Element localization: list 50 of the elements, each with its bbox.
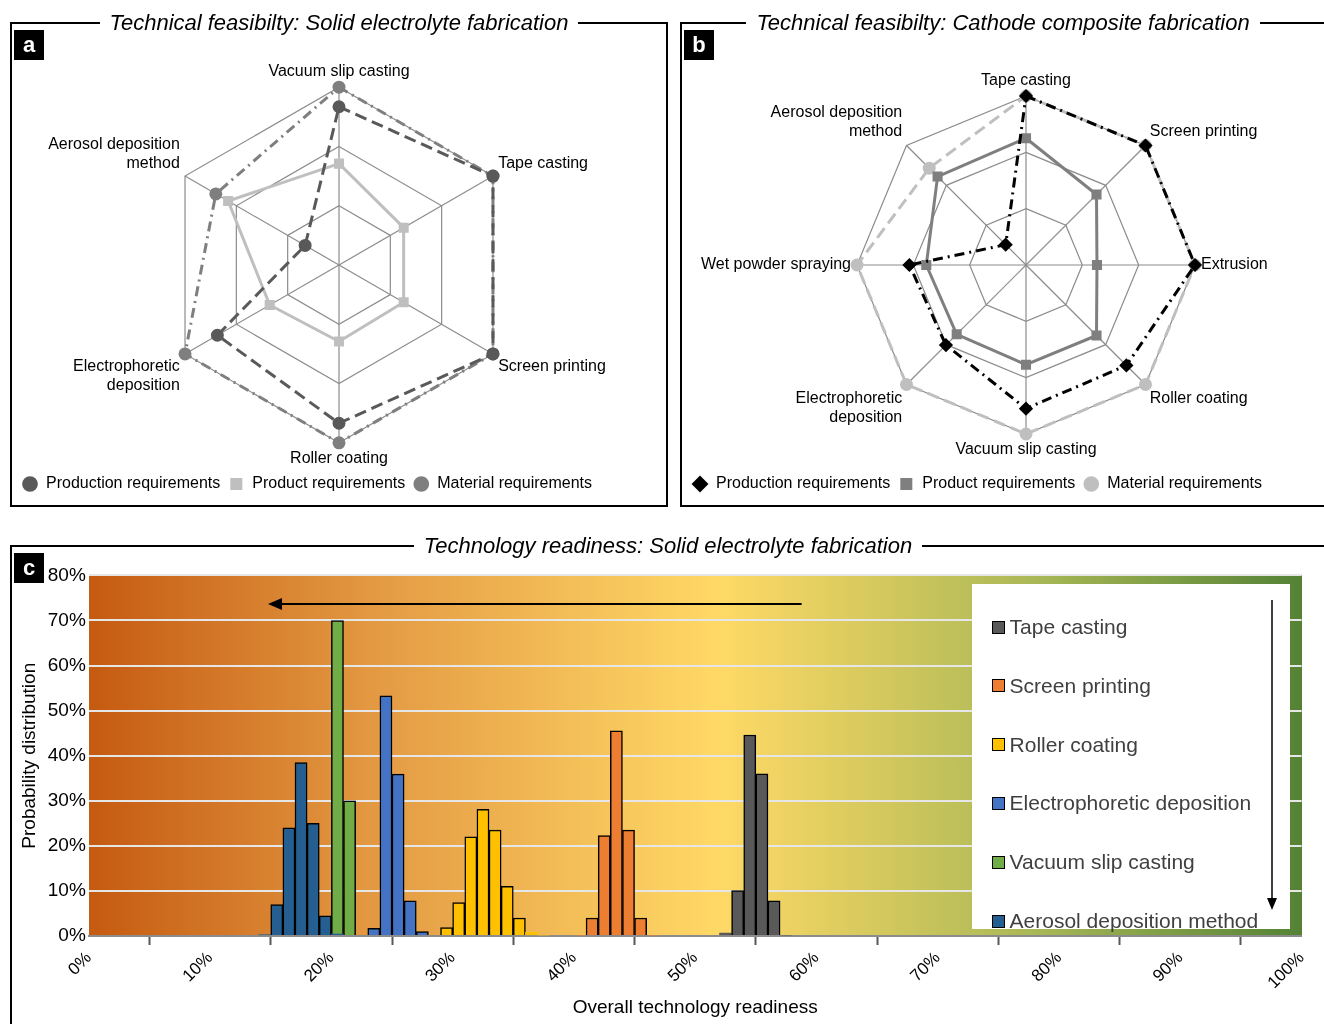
x-tick-label: 80% xyxy=(1027,947,1066,986)
y-tick-label: 80% xyxy=(47,563,86,585)
y-tick-label: 30% xyxy=(47,789,86,811)
y-tick-label: 40% xyxy=(47,743,86,765)
spoke-label: Roller coating xyxy=(290,448,388,466)
spoke-label: Aerosol deposition method xyxy=(48,134,180,171)
y-tick-label: 0% xyxy=(58,924,86,946)
y-axis-title: Probability distribution xyxy=(17,662,39,849)
legend-label: Vacuum slip casting xyxy=(1009,850,1195,875)
legend-label: Aerosol deposition method xyxy=(1009,909,1259,934)
legend-label: Material requirements xyxy=(1107,474,1263,492)
x-tick-label: 40% xyxy=(542,947,581,986)
legend-label: Material requirements xyxy=(437,474,593,492)
spoke-label: Screen printing xyxy=(1149,122,1258,140)
spoke-label: Tape casting xyxy=(981,70,1071,88)
legend-label: Production requirements xyxy=(46,474,221,492)
y-tick-label: 20% xyxy=(47,834,86,856)
x-axis-title: Overall technology readiness xyxy=(572,995,818,1017)
legend-label: Product requirements xyxy=(252,474,406,492)
legend-label: Production requirements xyxy=(716,474,891,492)
spoke-label: Vacuum slip casting xyxy=(955,440,1097,458)
legend-label: Roller coating xyxy=(1009,732,1138,757)
y-tick-label: 60% xyxy=(47,653,86,675)
text: b xyxy=(684,30,714,60)
text: c xyxy=(14,553,44,583)
x-tick-label: 70% xyxy=(906,947,944,986)
legend-label: Tape casting xyxy=(1009,615,1128,640)
spoke-label: Electrophoretic deposition xyxy=(795,388,903,425)
legend-label: Screen printing xyxy=(1009,673,1151,698)
y-tick-label: 10% xyxy=(47,879,86,901)
chart-title: Technical feasibilty: Cathode composite fabrication xyxy=(746,10,1260,35)
y-tick-label: 70% xyxy=(47,608,86,630)
spoke-label: Tape casting xyxy=(498,153,589,171)
spoke-label: Screen printing xyxy=(498,356,606,374)
x-tick-label: 90% xyxy=(1148,947,1187,986)
spoke-label: Vacuum slip casting xyxy=(268,62,410,80)
chart-title: Technical feasibilty: Solid electrolyte fabrication xyxy=(99,10,579,35)
chart-title: Technology readiness: Solid electrolyte fabrication xyxy=(413,533,923,558)
x-tick-label: 30% xyxy=(421,947,459,986)
spoke-label: Extrusion xyxy=(1201,255,1268,273)
spoke-label: Wet powder spraying xyxy=(701,255,851,273)
text: a xyxy=(14,30,44,60)
x-tick-label: 50% xyxy=(663,947,702,986)
spoke-label: Electrophoretic deposition xyxy=(73,356,180,394)
y-tick-label: 50% xyxy=(47,698,86,720)
spoke-label: Roller coating xyxy=(1149,388,1248,406)
legend-label: Product requirements xyxy=(922,474,1076,492)
spoke-label: Aerosol deposition method xyxy=(770,102,903,140)
x-tick-label: 60% xyxy=(785,947,823,986)
legend-label: Electrophoretic deposition xyxy=(1009,791,1252,816)
